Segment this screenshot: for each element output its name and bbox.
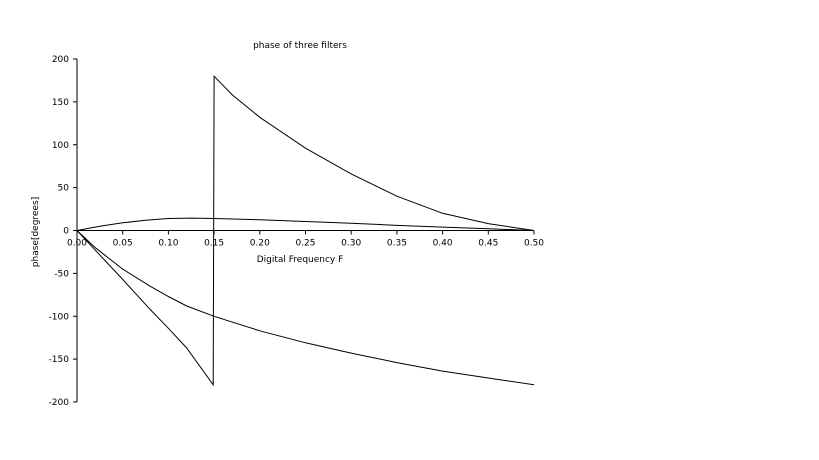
y-tick-label: -150 (49, 355, 70, 365)
series-line-2 (76, 230, 535, 386)
y-tick-label: 200 (52, 55, 69, 65)
chart-title: phase of three filters (253, 41, 347, 51)
x-tick-label: 0.20 (250, 239, 270, 249)
y-tick-label: 150 (52, 98, 69, 108)
x-tick-label: 0.00 (67, 239, 87, 249)
x-tick-label: 0.45 (478, 239, 498, 249)
x-tick-label: 0.30 (341, 239, 361, 249)
x-tick-label: 0.10 (158, 239, 178, 249)
x-axis: 0.00 0.05 0.10 0.15 0.20 0.25 0.30 0.35 0.40 0.45… (67, 230, 544, 249)
x-tick-label: 0.25 (295, 239, 315, 249)
series-line-3 (76, 217, 535, 231)
x-tick-label: 0.35 (387, 239, 407, 249)
y-tick-label: -50 (54, 269, 69, 279)
y-tick-label: -100 (49, 312, 70, 322)
y-tick-label: -200 (49, 398, 70, 408)
series-layer (76, 74, 535, 387)
y-tick-label: 0 (63, 227, 69, 237)
x-axis-label: Digital Frequency F (257, 255, 344, 265)
y-tick-label: 50 (58, 184, 70, 194)
y-axis-label: phase[degrees] (31, 197, 41, 267)
x-tick-label: 0.40 (433, 239, 453, 249)
y-tick-label: 100 (52, 141, 69, 151)
series-line-1 (76, 74, 535, 387)
y-axis: 200 150 100 50 0 -50 -100 -150 -200 (49, 55, 78, 408)
x-tick-label: 0.50 (524, 239, 544, 249)
x-tick-label: 0.05 (113, 239, 133, 249)
